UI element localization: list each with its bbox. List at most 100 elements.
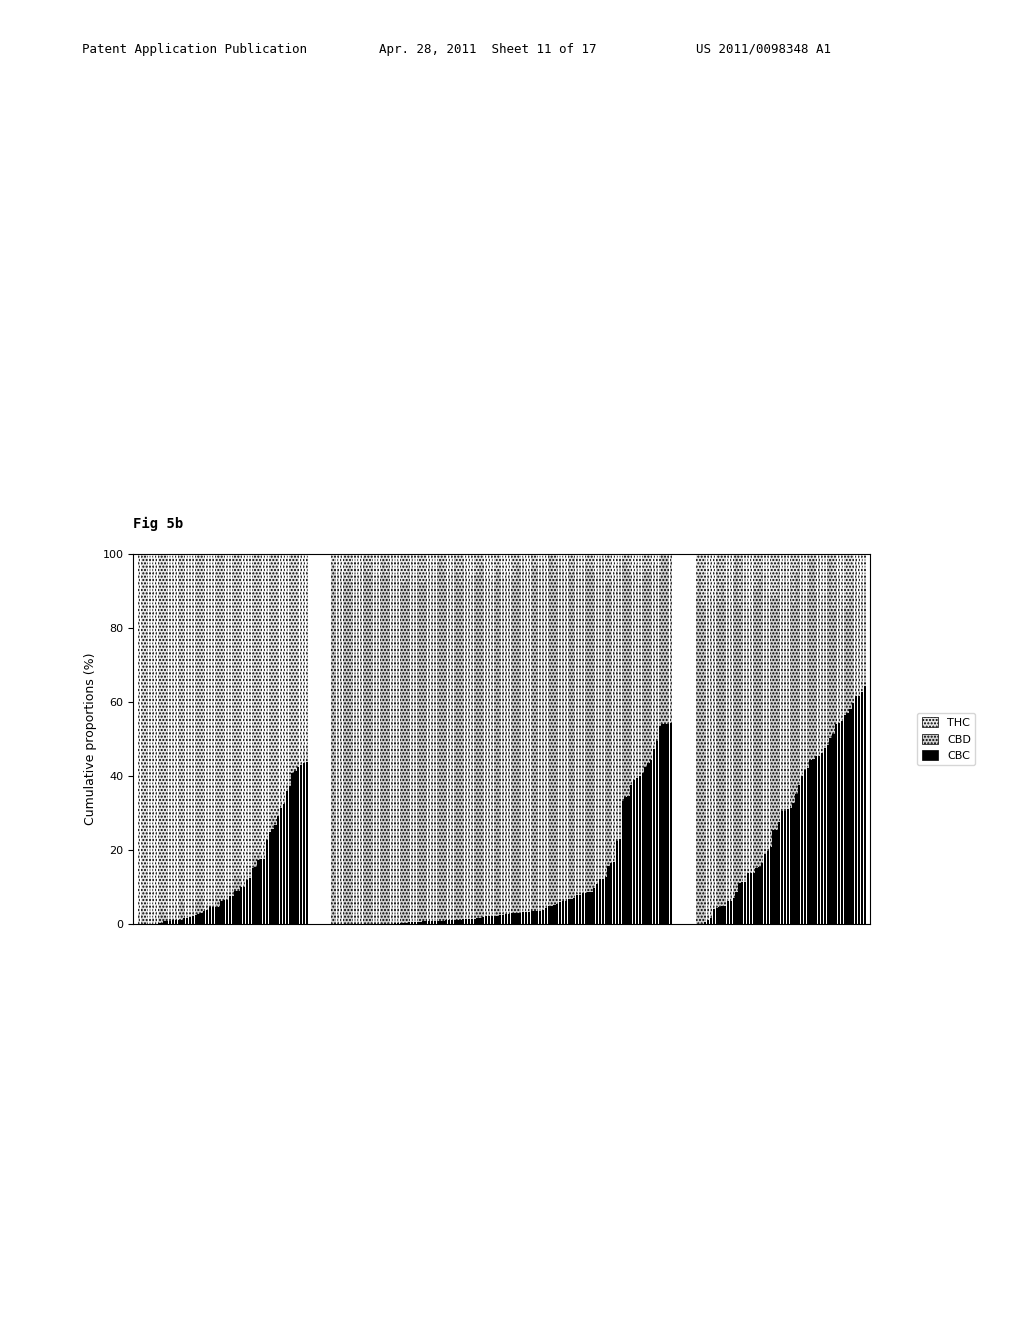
Bar: [180, 902, 182, 920]
Bar: [425, 921, 427, 924]
Bar: [628, 570, 630, 796]
Bar: [636, 562, 638, 777]
Bar: [670, 723, 673, 924]
Bar: [177, 554, 180, 919]
Bar: [340, 569, 342, 924]
Bar: [158, 919, 160, 923]
Bar: [807, 768, 809, 924]
Bar: [522, 912, 524, 924]
Bar: [172, 554, 174, 917]
Bar: [414, 921, 416, 924]
Bar: [243, 875, 246, 887]
Bar: [215, 907, 217, 924]
Bar: [735, 892, 737, 924]
Bar: [593, 554, 595, 573]
Bar: [140, 554, 142, 907]
Bar: [665, 558, 667, 723]
Bar: [758, 579, 761, 866]
Bar: [710, 554, 712, 597]
Bar: [849, 709, 852, 924]
Bar: [479, 554, 481, 565]
Bar: [476, 576, 478, 917]
Text: Apr. 28, 2011  Sheet 11 of 17: Apr. 28, 2011 Sheet 11 of 17: [379, 42, 596, 55]
Bar: [485, 916, 487, 924]
Bar: [343, 554, 345, 573]
Bar: [434, 921, 436, 924]
Bar: [707, 554, 710, 578]
Bar: [394, 554, 396, 573]
Bar: [177, 920, 180, 924]
Bar: [852, 554, 854, 576]
Bar: [345, 554, 348, 581]
Bar: [294, 771, 297, 924]
Bar: [599, 879, 601, 924]
Bar: [172, 920, 174, 924]
Bar: [369, 554, 371, 574]
Bar: [644, 554, 646, 570]
Bar: [701, 554, 703, 606]
Bar: [793, 803, 795, 924]
Bar: [855, 554, 857, 560]
Bar: [417, 568, 419, 921]
Bar: [670, 556, 673, 723]
Bar: [829, 560, 831, 738]
Bar: [836, 723, 838, 924]
Bar: [577, 895, 579, 924]
Bar: [668, 556, 670, 723]
Bar: [473, 554, 476, 576]
Bar: [852, 576, 854, 704]
Bar: [653, 748, 655, 924]
Bar: [793, 554, 795, 603]
Bar: [502, 578, 505, 915]
Bar: [650, 566, 652, 760]
Bar: [562, 554, 564, 570]
Bar: [633, 574, 635, 780]
Bar: [527, 572, 530, 912]
Bar: [334, 569, 336, 924]
Bar: [756, 867, 758, 924]
Bar: [534, 554, 536, 568]
Bar: [548, 906, 550, 924]
Bar: [658, 726, 660, 924]
Bar: [402, 923, 404, 924]
Bar: [567, 899, 569, 924]
Bar: [468, 919, 470, 924]
Bar: [553, 578, 556, 906]
Bar: [505, 913, 507, 924]
Bar: [545, 572, 547, 908]
Bar: [615, 566, 618, 841]
Bar: [818, 558, 820, 756]
Bar: [406, 581, 408, 923]
Bar: [833, 609, 835, 734]
Bar: [582, 554, 584, 570]
Bar: [485, 554, 487, 578]
Bar: [772, 830, 775, 924]
Bar: [786, 585, 788, 809]
Bar: [750, 873, 752, 924]
Bar: [231, 554, 233, 890]
Bar: [198, 554, 200, 900]
Bar: [268, 554, 271, 832]
Bar: [622, 554, 624, 560]
Bar: [551, 556, 553, 906]
Bar: [610, 863, 612, 924]
Bar: [863, 685, 866, 924]
Bar: [447, 554, 451, 576]
Bar: [639, 554, 641, 582]
Bar: [340, 554, 342, 569]
Bar: [476, 917, 478, 924]
Bar: [744, 882, 746, 924]
Bar: [150, 554, 152, 923]
Bar: [223, 898, 225, 900]
Bar: [705, 923, 707, 924]
Bar: [238, 554, 240, 878]
Bar: [618, 554, 621, 560]
Bar: [431, 921, 433, 924]
Bar: [409, 565, 411, 923]
Bar: [161, 908, 163, 923]
Bar: [607, 554, 609, 583]
Bar: [431, 554, 433, 566]
Bar: [490, 579, 493, 916]
Bar: [545, 908, 547, 924]
Bar: [428, 564, 430, 921]
